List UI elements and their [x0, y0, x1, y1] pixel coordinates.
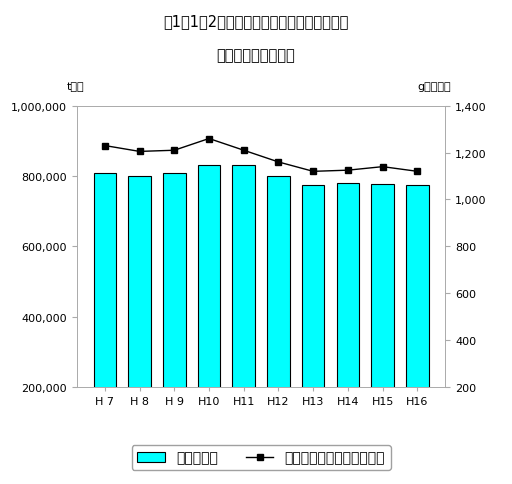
Bar [406, 185, 429, 457]
Bar [129, 177, 151, 457]
Text: g／人・日: g／人・日 [417, 82, 451, 92]
Bar [232, 166, 255, 457]
Bar [371, 184, 394, 457]
Bar [94, 173, 116, 457]
Legend: ごみ排出量, １人１日当たりごみ排出量: ごみ排出量, １人１日当たりごみ排出量 [132, 445, 391, 470]
Bar [198, 166, 220, 457]
Bar [267, 177, 290, 457]
Bar [163, 173, 185, 457]
Text: 図1－1－2　ごみ排出量及び１人１日当たり: 図1－1－2 ごみ排出量及び１人１日当たり [163, 15, 349, 30]
Text: ごみ排出総量の推移: ごみ排出総量の推移 [217, 48, 295, 63]
Text: t／年: t／年 [67, 82, 84, 92]
Bar [337, 183, 359, 457]
Bar [302, 185, 325, 457]
